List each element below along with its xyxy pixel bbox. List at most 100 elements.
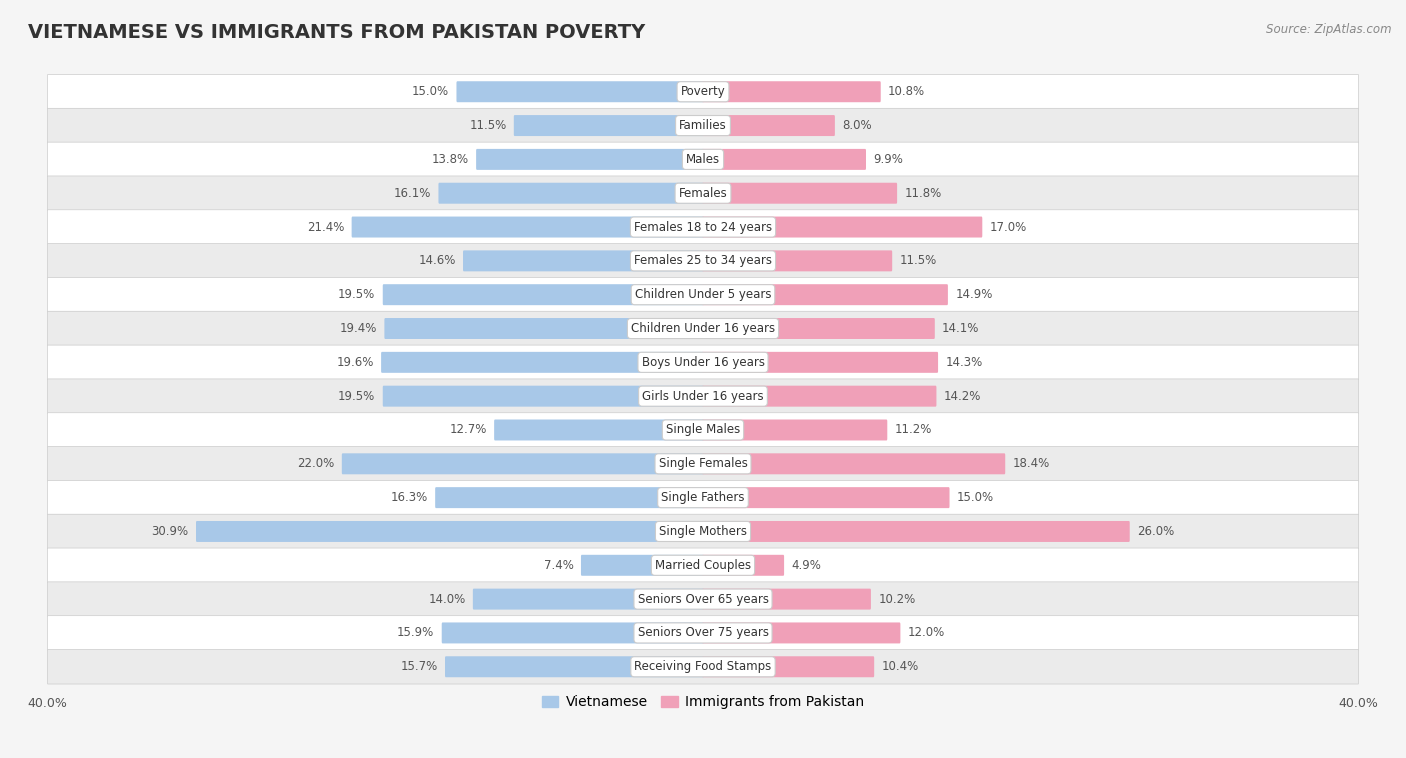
- FancyBboxPatch shape: [702, 487, 949, 508]
- FancyBboxPatch shape: [48, 379, 1358, 413]
- Text: Source: ZipAtlas.com: Source: ZipAtlas.com: [1267, 23, 1392, 36]
- Text: Children Under 16 years: Children Under 16 years: [631, 322, 775, 335]
- FancyBboxPatch shape: [702, 386, 936, 406]
- Text: 10.8%: 10.8%: [889, 85, 925, 99]
- Text: 14.0%: 14.0%: [429, 593, 465, 606]
- Text: Single Females: Single Females: [658, 457, 748, 470]
- FancyBboxPatch shape: [702, 149, 866, 170]
- FancyBboxPatch shape: [463, 250, 704, 271]
- FancyBboxPatch shape: [702, 453, 1005, 475]
- Text: Married Couples: Married Couples: [655, 559, 751, 572]
- Text: 17.0%: 17.0%: [990, 221, 1026, 233]
- FancyBboxPatch shape: [446, 656, 704, 677]
- Text: 12.7%: 12.7%: [450, 424, 486, 437]
- Text: Males: Males: [686, 153, 720, 166]
- FancyBboxPatch shape: [195, 521, 704, 542]
- FancyBboxPatch shape: [494, 419, 704, 440]
- Text: 15.0%: 15.0%: [957, 491, 994, 504]
- FancyBboxPatch shape: [702, 217, 983, 237]
- Text: 11.5%: 11.5%: [900, 255, 936, 268]
- Text: 14.2%: 14.2%: [943, 390, 981, 402]
- Text: Families: Families: [679, 119, 727, 132]
- Text: VIETNAMESE VS IMMIGRANTS FROM PAKISTAN POVERTY: VIETNAMESE VS IMMIGRANTS FROM PAKISTAN P…: [28, 23, 645, 42]
- FancyBboxPatch shape: [342, 453, 704, 475]
- FancyBboxPatch shape: [513, 115, 704, 136]
- FancyBboxPatch shape: [702, 352, 938, 373]
- FancyBboxPatch shape: [477, 149, 704, 170]
- Text: 10.2%: 10.2%: [879, 593, 915, 606]
- Text: 11.5%: 11.5%: [470, 119, 506, 132]
- FancyBboxPatch shape: [48, 615, 1358, 650]
- Text: 19.5%: 19.5%: [337, 390, 375, 402]
- Legend: Vietnamese, Immigrants from Pakistan: Vietnamese, Immigrants from Pakistan: [536, 690, 870, 715]
- Text: 11.8%: 11.8%: [904, 186, 942, 199]
- Text: Boys Under 16 years: Boys Under 16 years: [641, 356, 765, 369]
- FancyBboxPatch shape: [48, 277, 1358, 312]
- FancyBboxPatch shape: [702, 318, 935, 339]
- FancyBboxPatch shape: [48, 481, 1358, 515]
- Text: 19.6%: 19.6%: [336, 356, 374, 369]
- FancyBboxPatch shape: [472, 589, 704, 609]
- FancyBboxPatch shape: [702, 250, 893, 271]
- FancyBboxPatch shape: [48, 548, 1358, 583]
- FancyBboxPatch shape: [702, 656, 875, 677]
- FancyBboxPatch shape: [48, 243, 1358, 278]
- FancyBboxPatch shape: [702, 555, 785, 576]
- Text: 19.5%: 19.5%: [337, 288, 375, 301]
- FancyBboxPatch shape: [48, 413, 1358, 447]
- FancyBboxPatch shape: [48, 312, 1358, 346]
- FancyBboxPatch shape: [702, 183, 897, 204]
- Text: 14.1%: 14.1%: [942, 322, 980, 335]
- FancyBboxPatch shape: [48, 345, 1358, 380]
- FancyBboxPatch shape: [48, 514, 1358, 549]
- FancyBboxPatch shape: [702, 284, 948, 305]
- FancyBboxPatch shape: [702, 419, 887, 440]
- Text: Females 25 to 34 years: Females 25 to 34 years: [634, 255, 772, 268]
- Text: 10.4%: 10.4%: [882, 660, 918, 673]
- FancyBboxPatch shape: [702, 81, 880, 102]
- Text: Poverty: Poverty: [681, 85, 725, 99]
- Text: 11.2%: 11.2%: [894, 424, 932, 437]
- FancyBboxPatch shape: [702, 115, 835, 136]
- FancyBboxPatch shape: [48, 176, 1358, 211]
- FancyBboxPatch shape: [352, 217, 704, 237]
- Text: 13.8%: 13.8%: [432, 153, 468, 166]
- Text: 22.0%: 22.0%: [297, 457, 335, 470]
- FancyBboxPatch shape: [384, 318, 704, 339]
- FancyBboxPatch shape: [48, 210, 1358, 244]
- Text: Seniors Over 75 years: Seniors Over 75 years: [637, 626, 769, 640]
- FancyBboxPatch shape: [702, 622, 900, 644]
- Text: 14.3%: 14.3%: [945, 356, 983, 369]
- Text: Girls Under 16 years: Girls Under 16 years: [643, 390, 763, 402]
- FancyBboxPatch shape: [702, 589, 870, 609]
- Text: 18.4%: 18.4%: [1012, 457, 1050, 470]
- Text: 21.4%: 21.4%: [307, 221, 344, 233]
- Text: Single Mothers: Single Mothers: [659, 525, 747, 538]
- Text: 8.0%: 8.0%: [842, 119, 872, 132]
- Text: 15.9%: 15.9%: [396, 626, 434, 640]
- Text: 19.4%: 19.4%: [340, 322, 377, 335]
- FancyBboxPatch shape: [48, 108, 1358, 143]
- Text: Single Males: Single Males: [666, 424, 740, 437]
- FancyBboxPatch shape: [382, 386, 704, 406]
- Text: Children Under 5 years: Children Under 5 years: [634, 288, 772, 301]
- FancyBboxPatch shape: [581, 555, 704, 576]
- FancyBboxPatch shape: [441, 622, 704, 644]
- FancyBboxPatch shape: [457, 81, 704, 102]
- Text: 30.9%: 30.9%: [152, 525, 188, 538]
- Text: Receiving Food Stamps: Receiving Food Stamps: [634, 660, 772, 673]
- Text: 16.1%: 16.1%: [394, 186, 432, 199]
- Text: 14.9%: 14.9%: [955, 288, 993, 301]
- Text: 7.4%: 7.4%: [544, 559, 574, 572]
- Text: 16.3%: 16.3%: [391, 491, 427, 504]
- FancyBboxPatch shape: [48, 74, 1358, 109]
- Text: Females 18 to 24 years: Females 18 to 24 years: [634, 221, 772, 233]
- FancyBboxPatch shape: [382, 284, 704, 305]
- FancyBboxPatch shape: [436, 487, 704, 508]
- FancyBboxPatch shape: [702, 521, 1130, 542]
- FancyBboxPatch shape: [439, 183, 704, 204]
- Text: 14.6%: 14.6%: [418, 255, 456, 268]
- Text: Females: Females: [679, 186, 727, 199]
- Text: 26.0%: 26.0%: [1137, 525, 1174, 538]
- FancyBboxPatch shape: [48, 446, 1358, 481]
